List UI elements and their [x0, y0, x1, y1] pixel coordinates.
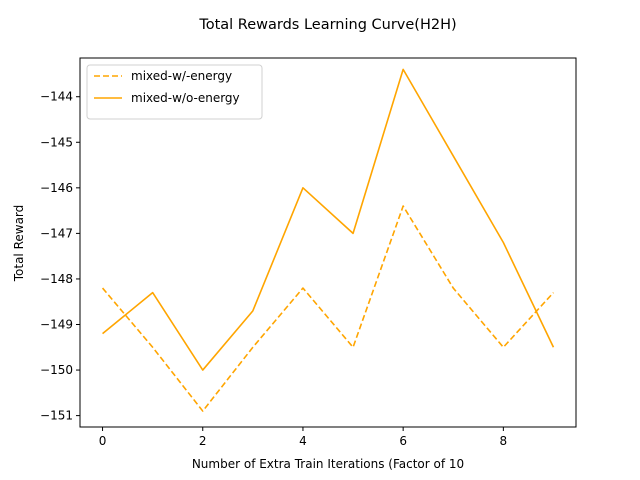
y-tick-label: −150 — [40, 363, 73, 377]
x-axis-label: Number of Extra Train Iterations (Factor… — [192, 457, 464, 471]
y-tick-label: −148 — [40, 272, 73, 286]
y-axis-label: Total Reward — [12, 205, 26, 283]
y-tick-label: −149 — [40, 318, 73, 332]
y-tick-label: −144 — [40, 90, 73, 104]
x-tick-label: 4 — [299, 434, 307, 448]
x-tick-label: 8 — [500, 434, 508, 448]
y-tick-label: −146 — [40, 181, 73, 195]
y-tick-label: −147 — [40, 226, 73, 240]
legend: mixed-w/-energy mixed-w/o-energy — [86, 64, 263, 120]
legend-label-2: mixed-w/o-energy — [131, 91, 240, 105]
y-tick-label: −151 — [40, 409, 73, 423]
x-axis: 0 2 4 6 8 — [99, 427, 507, 448]
chart-title: Total Rewards Learning Curve(H2H) — [198, 17, 456, 33]
y-axis: −151 −150 −149 −148 −147 −146 −145 −144 — [40, 90, 80, 423]
plot-area — [101, 68, 555, 412]
x-tick-label: 0 — [99, 434, 107, 448]
x-tick-label: 6 — [399, 434, 407, 448]
legend-box — [86, 64, 263, 120]
series-line-1 — [101, 205, 555, 412]
y-tick-label: −145 — [40, 135, 73, 149]
axes-frame — [79, 57, 577, 428]
legend-label-1: mixed-w/-energy — [131, 69, 232, 83]
x-tick-label: 2 — [199, 434, 207, 448]
series-line-2 — [102, 68, 555, 371]
